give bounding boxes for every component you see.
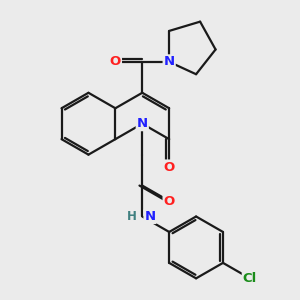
Text: O: O	[164, 194, 175, 208]
Text: Cl: Cl	[243, 272, 257, 285]
Text: N: N	[164, 56, 175, 68]
Text: O: O	[110, 56, 121, 68]
Text: N: N	[144, 210, 156, 223]
Text: H: H	[127, 210, 136, 223]
Text: N: N	[137, 117, 148, 130]
Text: O: O	[164, 160, 175, 173]
